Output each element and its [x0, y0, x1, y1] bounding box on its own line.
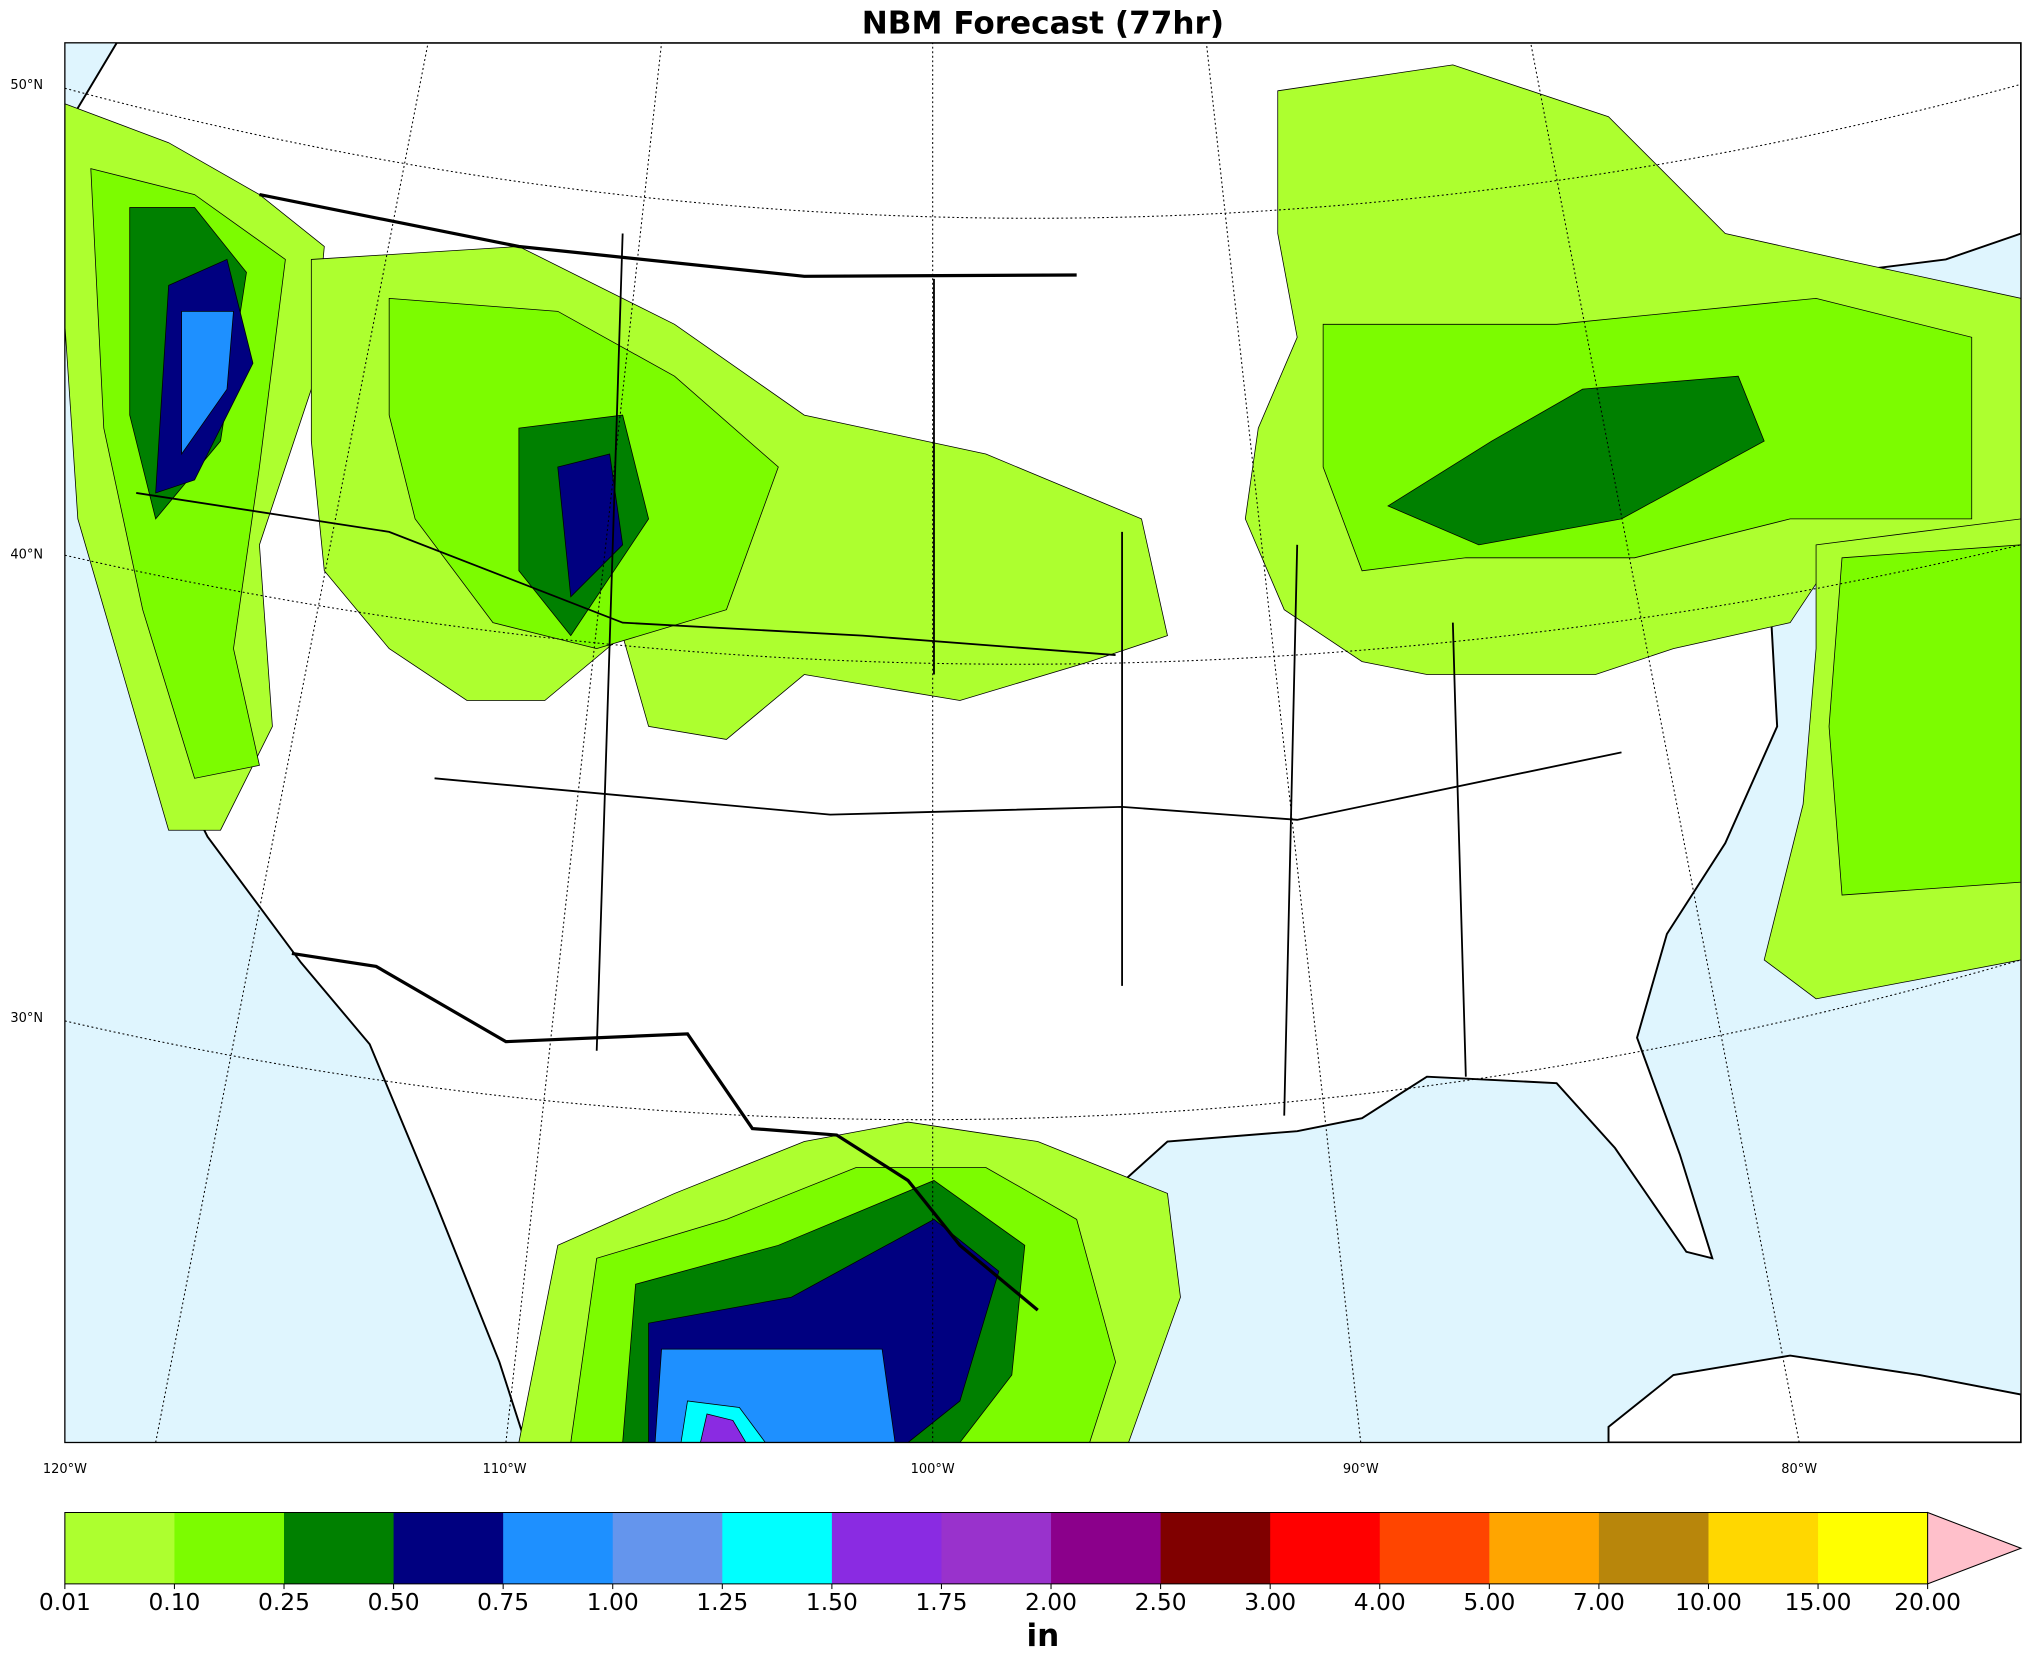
- colorbar-tick-label: 0.50: [368, 1588, 420, 1616]
- lon-label: 120°W: [43, 1462, 87, 1477]
- lon-label: 110°W: [483, 1462, 527, 1477]
- map-frame: [64, 42, 2022, 1444]
- colorbar-outline: [64, 1512, 1928, 1585]
- colorbar-tick-label: 5.00: [1463, 1588, 1515, 1616]
- graticule: [64, 42, 2022, 1443]
- colorbar-tick-label: 10.00: [1675, 1588, 1742, 1616]
- colorbar-cell: [1051, 1512, 1162, 1584]
- precip-area: [557, 453, 624, 598]
- colorbar: 0.01 0.10 0.25 0.50 0.75 1.00 1.25 1.50 1.75 2.00…: [39, 1511, 2023, 1616]
- borders: [136, 192, 1622, 1312]
- lon-label: 90°W: [1343, 1462, 1379, 1477]
- precip-area: [181, 310, 234, 456]
- colorbar-tick-label: 2.00: [1025, 1588, 1077, 1616]
- colorbar-extension: [1927, 1511, 2023, 1585]
- colorbar-tick-label: 7.00: [1573, 1588, 1625, 1616]
- colorbar-cell: [1818, 1512, 1929, 1584]
- colorbar-tick-label: 2.50: [1135, 1588, 1187, 1616]
- graticule-labels: 50°N 40°N 30°N 120°W 110°W 100°W 90°W 80°W: [10, 78, 1817, 1477]
- colorbar-tick-label: 1.75: [915, 1588, 967, 1616]
- colorbar-cell: [722, 1512, 833, 1584]
- lon-label: 80°W: [1781, 1462, 1817, 1477]
- colorbar-cell: [174, 1512, 285, 1584]
- colorbar-cell: [1708, 1512, 1819, 1584]
- precip-area: [700, 1413, 747, 1443]
- colorbar-cell: [612, 1512, 723, 1584]
- colorbar-tick-label: 1.00: [587, 1588, 639, 1616]
- colorbar-tick-label: 15.00: [1785, 1588, 1852, 1616]
- colorbar-tick-label: 0.25: [258, 1588, 310, 1616]
- colorbar-tick-label: 0.01: [39, 1588, 91, 1616]
- lat-label: 50°N: [10, 78, 43, 93]
- precip-area: [1828, 544, 2022, 896]
- colorbar-cell: [64, 1512, 176, 1584]
- colorbar-cell: [831, 1512, 943, 1584]
- map-title: NBM Forecast (77hr): [862, 6, 1224, 42]
- lon-label: 100°W: [911, 1462, 955, 1477]
- colorbar-cell: [1598, 1512, 1710, 1584]
- colorbar-tick-label: 1.25: [696, 1588, 748, 1616]
- lat-label: 30°N: [10, 1011, 43, 1026]
- colorbar-tick-label: 20.00: [1894, 1588, 1961, 1616]
- colorbar-tick-label: 0.10: [148, 1588, 200, 1616]
- land: [1607, 1354, 2022, 1443]
- map-area: [64, 42, 2022, 1443]
- colorbar-cell: [1160, 1512, 1271, 1584]
- colorbar-tick-label: 0.75: [477, 1588, 529, 1616]
- colorbar-cell: [503, 1512, 614, 1584]
- colorbar-tick-label: 1.50: [806, 1588, 858, 1616]
- colorbar-cell: [1379, 1512, 1490, 1584]
- precipitation: [64, 64, 2022, 1443]
- colorbar-cell: [941, 1512, 1052, 1584]
- colorbar-cell: [1270, 1512, 1381, 1584]
- colorbar-tick-label: 3.00: [1244, 1588, 1296, 1616]
- precip-area: [1387, 375, 1765, 546]
- colorbar-tick-label: 4.00: [1354, 1588, 1406, 1616]
- colorbar-cell: [1489, 1512, 1600, 1584]
- colorbar-cell: [393, 1512, 504, 1584]
- lat-label: 40°N: [10, 548, 43, 563]
- colorbar-cell: [284, 1512, 395, 1584]
- colorbar-label: in: [1027, 1618, 1060, 1654]
